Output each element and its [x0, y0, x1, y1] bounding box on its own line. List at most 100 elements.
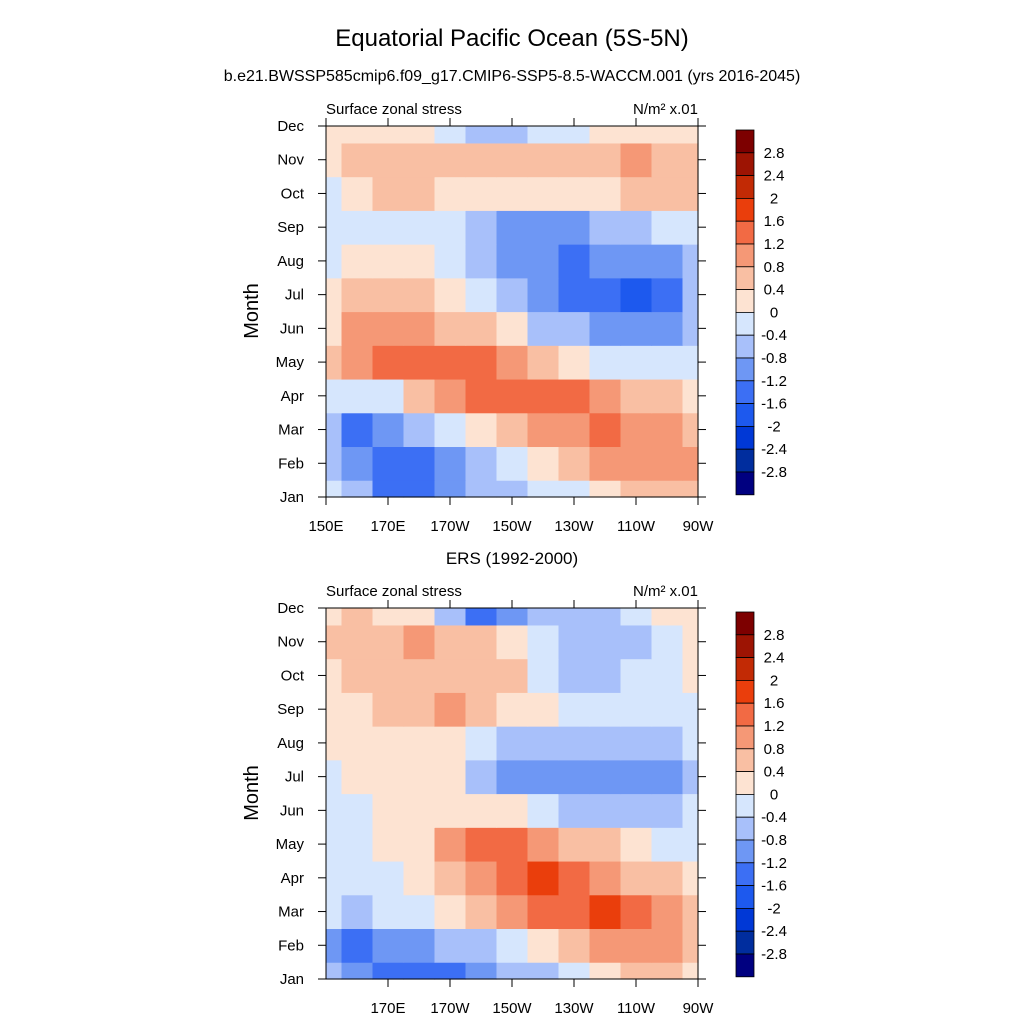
heatmap-cell — [465, 759, 498, 795]
heatmap-cell — [558, 860, 591, 896]
heatmap-cell — [496, 726, 529, 761]
heatmap-cell — [620, 142, 653, 178]
heatmap-cell — [465, 378, 498, 414]
heatmap-cell — [403, 480, 436, 498]
colorbar-swatch — [735, 839, 755, 864]
heatmap-cell — [651, 894, 684, 930]
colorbar-swatch — [735, 175, 755, 199]
colorbar-swatch — [735, 885, 755, 909]
x-tick-label: 170W — [430, 518, 470, 535]
heatmap-cell — [651, 608, 684, 626]
colorbar-swatch — [735, 380, 755, 404]
colorbar-label: 1.6 — [764, 695, 785, 712]
colorbar-label: 2.8 — [764, 627, 785, 644]
heatmap-cell — [403, 860, 436, 896]
heatmap-cell — [434, 793, 467, 828]
colorbar-label: -2.4 — [761, 441, 787, 458]
heatmap-cell — [434, 860, 467, 896]
heatmap-cell — [558, 624, 591, 660]
colorbar-swatch — [735, 657, 755, 681]
heatmap-cell — [403, 142, 436, 178]
heatmap-cell — [372, 928, 405, 963]
colorbar-label: 0 — [770, 304, 778, 321]
heatmap-cell — [496, 311, 529, 346]
heatmap-cell — [589, 345, 622, 380]
heatmap-cell — [558, 210, 591, 245]
heatmap-cell — [558, 311, 591, 346]
heatmap-cell — [434, 928, 467, 963]
heatmap-cell — [465, 345, 498, 380]
heatmap-cell — [403, 793, 436, 828]
panel-obs-right-label: N/m² x.01 — [633, 583, 698, 600]
heatmap-cell — [620, 894, 653, 930]
heatmap-cell — [372, 210, 405, 245]
heatmap-cell — [434, 345, 467, 380]
heatmap-cell — [589, 759, 622, 795]
colorbar-label: -2.4 — [761, 923, 787, 940]
heatmap-cell — [651, 860, 684, 896]
y-tick-label: May — [276, 354, 305, 371]
heatmap-cell — [620, 378, 653, 414]
heatmap-cell — [589, 412, 622, 448]
heatmap-cell — [341, 378, 374, 414]
heatmap-cell — [682, 210, 699, 245]
heatmap-cell — [465, 692, 498, 727]
colorbar-swatch — [735, 748, 755, 772]
colorbar-label: 1.2 — [764, 718, 785, 735]
heatmap-cell — [465, 311, 498, 346]
y-tick-label: Feb — [278, 455, 304, 472]
heatmap-cell — [682, 311, 699, 346]
heatmap-cell — [372, 412, 405, 448]
colorbar-label: 2.8 — [764, 145, 785, 162]
heatmap-cell — [341, 142, 374, 178]
heatmap-cell — [372, 658, 405, 693]
heatmap-cell — [341, 277, 374, 313]
colorbar-label: 1.2 — [764, 236, 785, 253]
heatmap-cell — [651, 446, 684, 481]
heatmap-cell — [527, 378, 560, 414]
heatmap-cell — [651, 827, 684, 862]
heatmap-cell — [589, 962, 622, 980]
heatmap-cell — [589, 176, 622, 211]
colorbar-swatch — [735, 702, 755, 727]
heatmap-cell — [527, 311, 560, 346]
colorbar-swatch — [735, 403, 755, 427]
heatmap-cell — [620, 692, 653, 727]
heatmap-cell — [341, 608, 374, 626]
heatmap-cell — [434, 446, 467, 481]
heatmap-cell — [682, 894, 699, 930]
heatmap-cell — [403, 894, 436, 930]
y-tick-label: Oct — [281, 185, 305, 202]
heatmap-cell — [527, 894, 560, 930]
colorbar-swatch — [735, 425, 755, 450]
heatmap-cell — [496, 894, 529, 930]
heatmap-cell — [589, 860, 622, 896]
subtitle: b.e21.BWSSP585cmip6.f09_g17.CMIP6-SSP5-8… — [224, 68, 801, 85]
heatmap-cell — [620, 793, 653, 828]
heatmap-cell — [434, 894, 467, 930]
heatmap-cell — [558, 962, 591, 980]
heatmap-cell — [589, 928, 622, 963]
heatmap-cell — [527, 480, 560, 498]
heatmap-cell — [682, 726, 699, 761]
heatmap-cell — [465, 658, 498, 693]
heatmap-cell — [434, 726, 467, 761]
heatmap-cell — [527, 624, 560, 660]
colorbar-label: -0.4 — [761, 327, 787, 344]
y-tick-label: Apr — [281, 870, 304, 887]
heatmap-cell — [527, 692, 560, 727]
colorbar-swatch — [735, 243, 755, 268]
heatmap-cell — [372, 244, 405, 279]
heatmap-cell — [558, 658, 591, 693]
heatmap-cell — [403, 244, 436, 279]
heatmap-cell — [403, 624, 436, 660]
heatmap-cell — [589, 827, 622, 862]
heatmap-cell — [372, 692, 405, 727]
heatmap-cell — [326, 624, 343, 660]
heatmap-cell — [682, 692, 699, 727]
heatmap-cell — [465, 277, 498, 313]
heatmap-cell — [341, 176, 374, 211]
heatmap-cell — [372, 345, 405, 380]
heatmap-cell — [682, 446, 699, 481]
heatmap-cell — [589, 658, 622, 693]
